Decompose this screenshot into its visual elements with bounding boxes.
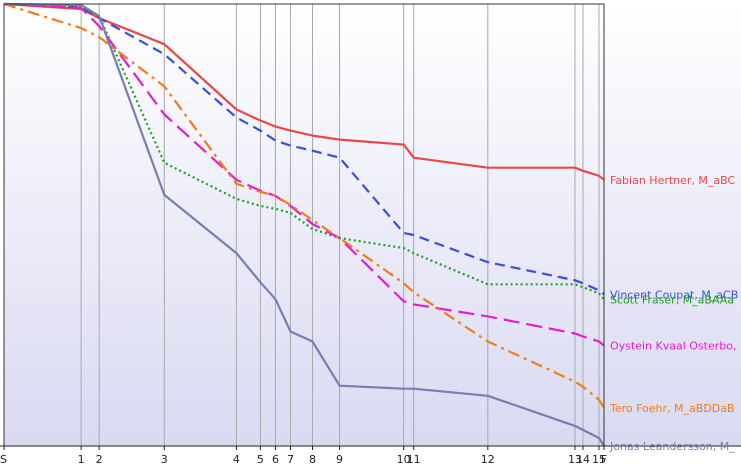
plot-background bbox=[4, 4, 604, 446]
x-tick-label: S bbox=[0, 453, 7, 466]
x-tick-label: 15 bbox=[592, 453, 606, 466]
x-tick-label: F bbox=[601, 453, 607, 466]
x-tick-label: 5 bbox=[257, 453, 264, 466]
grid-lines bbox=[80, 4, 600, 446]
x-tick-label: 6 bbox=[272, 453, 279, 466]
x-tick-label: 14 bbox=[576, 453, 590, 466]
label-area-background bbox=[604, 4, 741, 446]
x-tick-label: 7 bbox=[287, 453, 294, 466]
x-tick-label: 13 bbox=[568, 453, 582, 466]
x-tick-label: 3 bbox=[161, 453, 168, 466]
x-tick-label: 1 bbox=[78, 453, 85, 466]
x-tick-label: 11 bbox=[407, 453, 421, 466]
series-labels: Fabian Hertner, M_aBC Vincent Coupat, M_a… bbox=[609, 174, 738, 453]
x-tick-label: 2 bbox=[96, 453, 103, 466]
series-line-4 bbox=[3, 2, 605, 409]
series-label: Tero Foehr, M_aBDDaB bbox=[609, 402, 735, 415]
x-tick-label: 12 bbox=[481, 453, 495, 466]
x-tick-label: 4 bbox=[233, 453, 240, 466]
series-line-3 bbox=[3, 2, 605, 347]
x-tick-label: 8 bbox=[309, 453, 316, 466]
series-line-1 bbox=[3, 2, 605, 296]
x-tick-label: 9 bbox=[336, 453, 343, 466]
series-label: Fabian Hertner, M_aBC bbox=[610, 174, 736, 187]
series-lines bbox=[3, 2, 605, 447]
series-label: Vincent Coupat, M_aCB bbox=[610, 288, 738, 301]
x-tick-label: 10 bbox=[397, 453, 411, 466]
series-label: Jonas Leandersson, M_ bbox=[609, 440, 735, 453]
series-label: Oystein Kvaal Osterbo, bbox=[610, 340, 736, 353]
series-line-0 bbox=[3, 2, 605, 181]
series-label: Scott Fraser, M_aBAAa bbox=[610, 293, 734, 306]
series-line-5 bbox=[3, 2, 605, 447]
